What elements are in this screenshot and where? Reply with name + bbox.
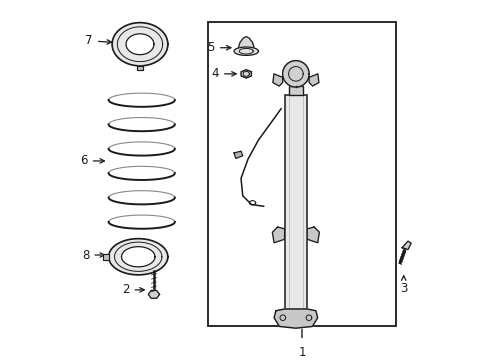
Text: 5: 5 [207,41,230,54]
Polygon shape [108,239,167,275]
Text: 6: 6 [80,154,104,167]
Polygon shape [112,23,167,66]
Polygon shape [401,241,410,249]
Polygon shape [274,309,317,328]
Polygon shape [272,74,282,86]
Text: 2: 2 [122,283,144,296]
Polygon shape [241,70,251,78]
Polygon shape [137,66,142,70]
Polygon shape [126,34,154,55]
Polygon shape [122,247,155,267]
Polygon shape [103,254,108,260]
Bar [207,22,395,327]
Polygon shape [272,227,284,243]
Polygon shape [234,47,258,55]
Polygon shape [282,60,308,87]
Text: 1: 1 [298,346,305,359]
Text: 3: 3 [399,276,407,295]
Bar [284,95,306,309]
Polygon shape [306,227,319,243]
Text: 4: 4 [211,67,236,80]
Bar [288,86,302,95]
Text: 7: 7 [85,34,111,47]
Polygon shape [238,37,253,47]
Polygon shape [148,291,159,298]
Polygon shape [308,74,318,86]
Polygon shape [234,151,242,158]
Text: 8: 8 [82,248,104,261]
